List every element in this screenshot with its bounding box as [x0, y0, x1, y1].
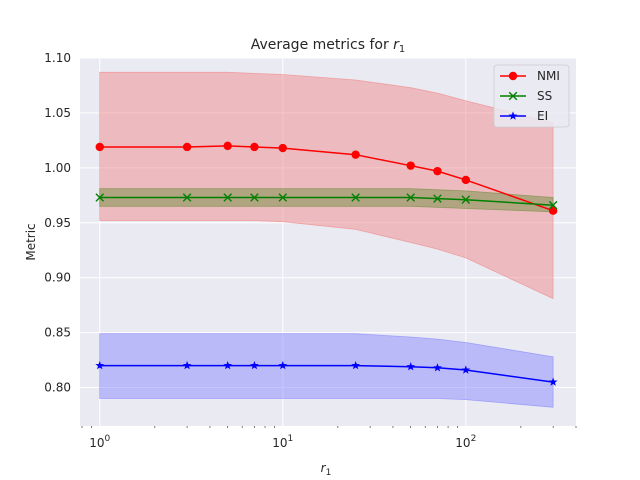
legend: NMI SS EI: [493, 64, 570, 128]
point-ei: [95, 360, 105, 370]
line-ei: [99, 364, 554, 383]
point-nmi: [95, 142, 104, 152]
y-tick-label: 1.10: [44, 51, 71, 65]
point-ei: [278, 360, 288, 370]
point-ei: [182, 360, 192, 370]
series-lines: [99, 145, 554, 383]
plot-background: [80, 58, 576, 426]
point-ss: [182, 193, 192, 202]
x-tick-exponent: 2: [471, 434, 477, 444]
point-nmi: [433, 166, 442, 176]
point-ei: [433, 363, 442, 372]
point-ss: [250, 193, 259, 202]
point-nmi: [278, 143, 287, 153]
point-nmi: [182, 142, 192, 152]
legend-label-ei: EI: [537, 109, 548, 123]
point-ss: [223, 193, 232, 202]
point-nmi: [223, 141, 232, 151]
series-markers: [95, 141, 558, 386]
y-tick-labels: 0.80 0.85 0.90 0.95 1.00 1.05 1.10: [44, 51, 71, 395]
point-nmi: [406, 161, 415, 170]
bands: [99, 71, 554, 408]
legend-label-ss: SS: [537, 89, 552, 103]
x-tick-exponent: 1: [288, 434, 294, 444]
point-ei: [406, 362, 416, 371]
line-ss: [99, 196, 554, 206]
point-ei: [461, 365, 471, 374]
point-nmi: [548, 206, 558, 215]
chart-title: Average metrics for r1: [251, 37, 406, 55]
line-nmi: [99, 145, 554, 212]
x-axis-label-subscript: 1: [326, 468, 332, 478]
legend-marker-nmi: [508, 71, 518, 81]
x-tick-label: 100: [89, 434, 110, 450]
legend-marker-ss: [508, 91, 518, 101]
chart-title-subscript: 1: [399, 44, 405, 55]
point-ss: [548, 200, 558, 210]
chart-title-text: Average metrics for: [251, 37, 393, 53]
x-tick-label: 101: [272, 434, 293, 450]
y-tick-label: 0.80: [44, 381, 71, 395]
band-nmi: [99, 71, 554, 300]
x-tick-base: 10: [272, 436, 287, 450]
band-ei: [99, 333, 554, 408]
y-tick-label: 0.85: [44, 326, 71, 340]
point-ss: [95, 193, 105, 202]
point-nmi: [461, 175, 471, 185]
y-tick-label: 0.90: [44, 271, 71, 285]
point-ss: [461, 195, 471, 205]
y-tick-label: 1.05: [44, 106, 71, 120]
point-ss: [351, 193, 360, 202]
x-tick-base: 10: [89, 436, 104, 450]
x-tick-label: 102: [455, 434, 476, 450]
legend-frame: [493, 64, 570, 128]
x-axis-label: r1: [321, 461, 332, 478]
y-tick-label: 1.00: [44, 161, 71, 175]
chart-title-symbol: r: [393, 37, 400, 53]
point-nmi: [351, 150, 360, 159]
point-ei: [250, 360, 259, 370]
x-tick-exponent: 0: [105, 434, 111, 444]
point-ss: [278, 193, 288, 202]
point-ei: [223, 360, 233, 370]
point-ss: [406, 193, 416, 202]
point-nmi: [250, 142, 259, 152]
y-tick-label: 0.95: [44, 216, 71, 230]
legend-marker-ei: [508, 111, 518, 120]
x-tick-labels: 100 101 102: [89, 434, 476, 450]
x-tick-base: 10: [455, 436, 470, 450]
point-ei: [351, 360, 360, 370]
point-ss: [433, 194, 442, 203]
x-axis-label-symbol: r: [321, 461, 327, 475]
legend-label-nmi: NMI: [537, 69, 560, 83]
y-axis-label: Metric: [24, 223, 38, 260]
point-ei: [548, 377, 558, 386]
